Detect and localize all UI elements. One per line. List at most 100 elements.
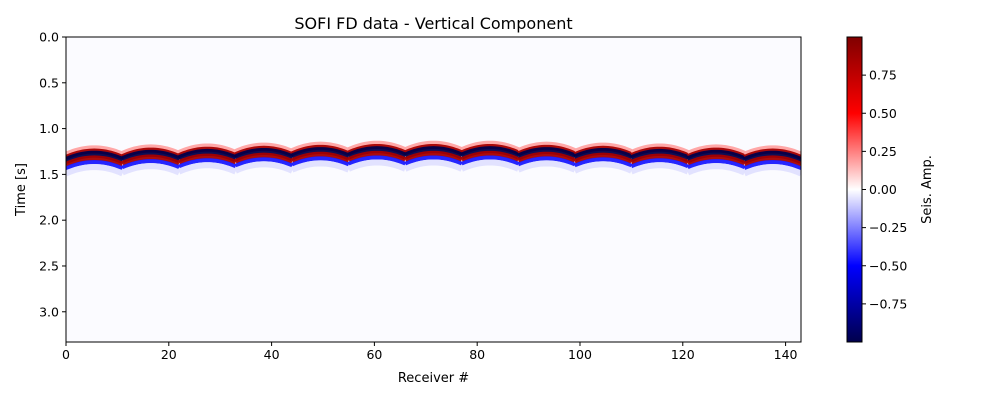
wavefront-band xyxy=(290,160,350,173)
colorbar: −0.75 −0.50 −0.25 0.00 0.25 0.50 0.75 Seis. Am… xyxy=(846,36,935,343)
y-tick-label: 1.5 xyxy=(39,167,59,182)
x-tick-label: 120 xyxy=(671,347,695,362)
wavefront-band xyxy=(687,159,746,170)
y-axis-ticks: 0.0 0.5 1.0 1.5 2.0 2.5 3.0 xyxy=(39,30,66,319)
wavefront-band xyxy=(460,150,520,163)
wavefront-band xyxy=(177,148,238,163)
plot-background xyxy=(66,37,801,342)
wavefront-band xyxy=(516,147,577,161)
plot-frame xyxy=(65,36,802,343)
wavefront-band xyxy=(743,160,801,171)
wavefront-band xyxy=(66,150,124,164)
x-axis-label: Receiver # xyxy=(398,371,469,386)
wavefront-band xyxy=(234,142,294,154)
y-tick-label: 2.0 xyxy=(39,213,59,228)
wavefront-band xyxy=(630,158,689,169)
y-tick-label: 3.0 xyxy=(39,304,59,319)
wavefront-band xyxy=(404,159,463,172)
wavefront-band xyxy=(234,161,294,174)
x-tick-label: 0 xyxy=(62,347,70,362)
wavefront-band xyxy=(121,149,181,163)
wavefront-band xyxy=(743,150,801,164)
wavefront-band xyxy=(517,156,576,167)
y-axis-label: Time [s] xyxy=(14,163,29,217)
colorbar-tick-label: −0.50 xyxy=(869,258,907,273)
wavefront-band xyxy=(291,151,350,163)
wavefront-band xyxy=(743,145,801,157)
wavefront-band xyxy=(66,164,124,177)
wavefront-band xyxy=(291,156,350,167)
wavefront-band xyxy=(234,152,294,164)
wavefront-band xyxy=(121,163,181,176)
wavefront-band xyxy=(403,146,464,160)
x-axis-ticks: 0 20 40 60 80 100 120 140 xyxy=(62,342,798,362)
wavefront-band xyxy=(686,149,746,163)
wavefront-band xyxy=(178,143,237,155)
wavefront-band xyxy=(743,155,801,167)
wavefront-band xyxy=(290,147,351,161)
seismic-events xyxy=(66,140,801,177)
wavefront-band xyxy=(178,158,237,169)
wavefront-band xyxy=(234,147,294,162)
colorbar-tick-label: 0.00 xyxy=(869,182,897,197)
wavefront-band xyxy=(121,159,180,170)
wavefront-band xyxy=(573,161,633,174)
wavefront-band xyxy=(517,160,577,173)
wavefront-band xyxy=(347,146,407,160)
wavefront-band xyxy=(460,140,520,152)
wavefront-band xyxy=(574,157,633,168)
wavefront-band xyxy=(347,155,407,166)
wavefront-band xyxy=(686,154,746,166)
y-tick-label: 0.0 xyxy=(39,30,59,45)
wavefront-band xyxy=(517,141,576,153)
wavefront-band xyxy=(573,152,633,164)
wavefront-band xyxy=(404,150,463,163)
x-tick-label: 140 xyxy=(774,347,798,362)
colorbar-label: Seis. Amp. xyxy=(920,155,935,224)
wavefront-band xyxy=(460,155,520,166)
wavefront-band xyxy=(630,162,690,175)
wavefront-band xyxy=(404,140,463,152)
y-tick-label: 0.5 xyxy=(39,75,59,90)
wavefront-band xyxy=(121,144,181,156)
x-tick-label: 100 xyxy=(568,347,592,362)
wavefront-band xyxy=(178,153,237,165)
wavefront-band xyxy=(66,160,124,171)
colorbar-ticks: −0.75 −0.50 −0.25 0.00 0.25 0.50 0.75 xyxy=(862,68,907,311)
wavefront-band xyxy=(630,143,689,155)
heatmap-plot-area xyxy=(65,36,802,343)
wavefront-band xyxy=(66,155,124,167)
wavefront-band xyxy=(517,151,576,163)
wavefront-band xyxy=(234,157,293,168)
wavefront-band xyxy=(347,140,407,152)
x-tick-label: 40 xyxy=(264,347,280,362)
colorbar-tick-label: 0.75 xyxy=(869,68,897,83)
wavefront-band xyxy=(66,145,124,157)
wavefront-band xyxy=(404,155,463,166)
wavefront-band xyxy=(177,162,237,175)
colorbar-tick-label: −0.25 xyxy=(869,220,907,235)
colorbar-tick-label: 0.50 xyxy=(869,106,897,121)
wavefront-band xyxy=(460,146,520,160)
wavefront-band xyxy=(291,141,350,153)
colorbar-tick-label: −0.75 xyxy=(869,296,907,311)
wavefront-band xyxy=(743,164,801,177)
x-tick-label: 80 xyxy=(469,347,485,362)
wavefront-band xyxy=(121,154,181,166)
chart-title: SOFI FD data - Vertical Component xyxy=(294,14,572,33)
wavefront-band xyxy=(630,153,689,165)
wavefront-band xyxy=(347,150,407,163)
y-tick-label: 2.5 xyxy=(39,258,59,273)
y-tick-label: 1.0 xyxy=(39,121,59,136)
wavefront-band xyxy=(573,142,633,154)
wavefront-band xyxy=(686,163,746,176)
colorbar-tick-label: 0.25 xyxy=(869,144,897,159)
wavefront-band xyxy=(460,159,520,172)
x-tick-label: 20 xyxy=(161,347,177,362)
colorbar-gradient xyxy=(846,36,863,343)
wavefront-band xyxy=(573,147,633,162)
x-tick-label: 60 xyxy=(366,347,382,362)
wavefront-band xyxy=(347,159,407,172)
wavefront-band xyxy=(686,144,746,156)
